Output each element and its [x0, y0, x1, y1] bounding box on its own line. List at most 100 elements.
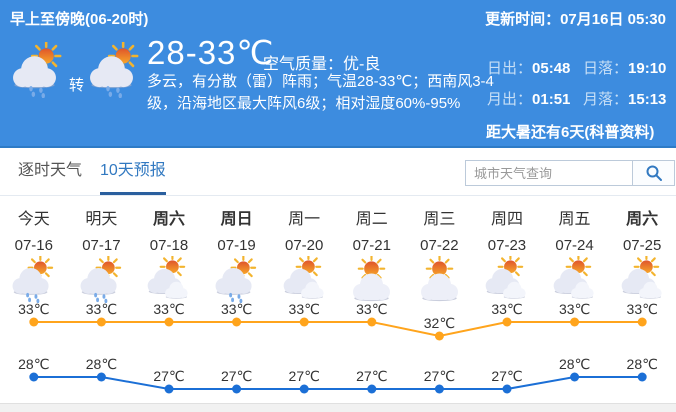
search-button[interactable] [632, 161, 674, 185]
day-icon-wrap [541, 253, 609, 304]
low-temp-label: 27℃ [491, 368, 522, 384]
low-temp-label: 27℃ [153, 368, 184, 384]
cloudy-icon [553, 253, 594, 299]
search-input[interactable] [466, 161, 632, 185]
weather-description: 多云，有分散（雷）阵雨；气温28-33℃；西南风3-4 级，沿海地区最大阵风6级；… [147, 71, 494, 115]
forecast-day-column[interactable]: 明天 07-17 [68, 196, 136, 304]
high-temp-label: 33℃ [491, 302, 522, 317]
search-icon [646, 165, 662, 181]
low-temp-point [164, 384, 174, 394]
high-temp-label: 33℃ [221, 302, 252, 317]
low-temp-label: 27℃ [221, 368, 252, 384]
low-temp-label: 28℃ [18, 356, 49, 372]
forecast-day-column[interactable]: 周四 07-23 [473, 196, 541, 302]
city-search-box [465, 160, 675, 186]
low-temp-label: 27℃ [289, 368, 320, 384]
shower-icon [13, 40, 62, 99]
low-temp-line [33, 376, 643, 390]
low-temp-label: 28℃ [559, 356, 590, 372]
low-temp-point [367, 384, 377, 394]
footer-strip [0, 403, 676, 412]
forecast-day-column[interactable]: 今天 07-16 [0, 196, 68, 304]
sun-moon-label: 月落： [583, 91, 629, 108]
cloudy-icon [621, 253, 662, 299]
forecast-day-column[interactable]: 周五 07-24 [541, 196, 609, 302]
day-icon-wrap [338, 254, 406, 304]
day-name: 明天 [85, 211, 118, 228]
day-icon-wrap [406, 254, 474, 304]
sun-moon-value: 05:48 [532, 60, 571, 77]
forecast-days: 今天 07-16 明天 07- [0, 196, 676, 304]
day-name: 周六 [626, 211, 659, 228]
day-date: 07-24 [555, 237, 594, 254]
low-temp-point [637, 372, 647, 382]
sun-moon-item: 月出：01:51 [487, 88, 583, 109]
high-temp-point [637, 317, 647, 327]
cloudy-icon [148, 253, 189, 299]
day-date: 07-23 [487, 237, 527, 254]
shower-icon [90, 40, 139, 99]
day-date: 07-20 [284, 237, 324, 254]
day-icon-wrap [0, 254, 68, 304]
header-weather-icons: 转 [10, 40, 143, 103]
day-icon-wrap [608, 253, 676, 304]
forecast-day-column[interactable]: 周二 07-21 [338, 196, 406, 302]
low-temp-point [299, 384, 309, 394]
shower-icon [10, 40, 66, 103]
high-temp-line [33, 321, 643, 338]
high-temp-label: 32℃ [424, 315, 455, 331]
tab-bar: 逐时天气 10天预报 [0, 148, 676, 196]
low-temp-point [502, 384, 512, 394]
day-date: 07-19 [217, 237, 256, 254]
high-temp-label: 33℃ [627, 302, 658, 317]
air-quality-label: 空气质量：优-良 [263, 56, 381, 73]
sun-moon-value: 15:13 [628, 91, 667, 108]
low-temp-point [29, 372, 39, 382]
temperature-chart: 33℃ 33℃ 33℃ 33℃ 33℃ 33℃ 32℃ 33℃ 33℃ 33℃ 28℃ 28℃ 27℃ 2… [18, 302, 658, 394]
day-icon-wrap [68, 254, 136, 304]
sun-moon-label: 日出： [487, 60, 533, 77]
sun-moon-value: 19:10 [628, 60, 667, 77]
high-temp-point [29, 317, 39, 327]
forecast-day-column[interactable]: 周日 07-19 [203, 196, 271, 304]
shower-icon [80, 254, 122, 304]
day-date: 07-25 [622, 237, 662, 254]
day-icon-wrap [270, 253, 338, 304]
low-temp-label: 28℃ [86, 356, 117, 372]
tab-hourly-weather[interactable]: 逐时天气 [18, 162, 83, 179]
high-temp-point [164, 317, 174, 327]
high-temp-point [299, 317, 309, 327]
day-date: 07-22 [420, 237, 459, 254]
low-temp-point [434, 384, 444, 394]
cloudy-icon [283, 253, 324, 299]
sun-moon-label: 月出： [487, 91, 533, 108]
shower-icon [215, 254, 257, 304]
forecast-day-column[interactable]: 周六 07-25 [608, 196, 676, 302]
high-temp-label: 33℃ [153, 302, 184, 317]
solar-term-note[interactable]: 距大暑还有6天(科普资料) [486, 124, 655, 141]
high-temp-point [96, 317, 106, 327]
forecast-day-column[interactable]: 周六 07-18 [135, 196, 203, 302]
transition-label: 转 [69, 77, 85, 94]
high-temp-label: 33℃ [559, 302, 590, 317]
high-temp-point [570, 317, 580, 327]
day-name: 今天 [17, 211, 50, 228]
partly-cloudy-icon [353, 254, 391, 302]
forecast-day-column[interactable]: 周一 07-20 [270, 196, 338, 302]
day-date: 07-17 [82, 237, 121, 254]
day-name: 周日 [220, 211, 253, 228]
update-time: 更新时间：07月16日 05:30 [485, 11, 666, 28]
description-line: 级，沿海地区最大阵风6级；相对湿度60%-95% [147, 95, 461, 112]
high-temp-point [367, 317, 377, 327]
sun-moon-item: 月落：15:13 [583, 88, 676, 109]
sun-moon-item: 日出：05:48 [487, 57, 583, 78]
tab-ten-day-forecast[interactable]: 10天预报 [100, 148, 166, 195]
high-temp-label: 33℃ [86, 302, 117, 317]
forecast-day-column[interactable]: 周三 07-22 [406, 196, 474, 302]
low-temp-label: 27℃ [356, 368, 387, 384]
sun-moon-value: 01:51 [532, 91, 571, 108]
shower-icon [87, 40, 143, 103]
high-temp-point [434, 331, 444, 341]
low-temp-label: 28℃ [627, 356, 658, 372]
